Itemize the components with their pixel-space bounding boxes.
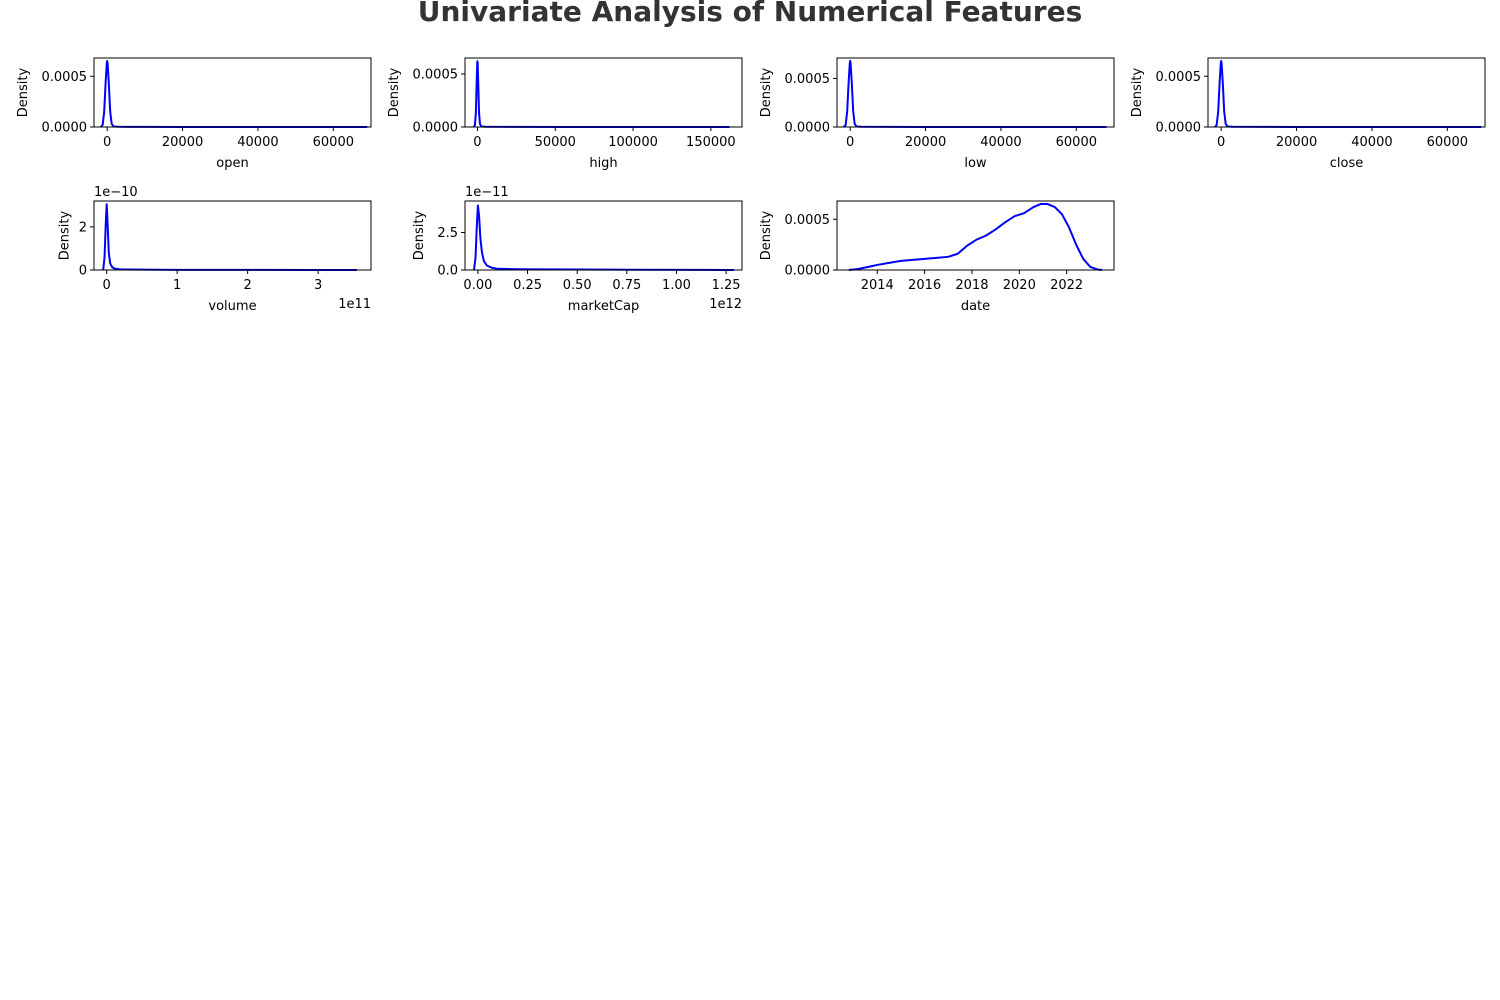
x-offset-label: 1e12 xyxy=(709,297,742,312)
axes-frame xyxy=(93,57,372,128)
x-tick-label: 0.50 xyxy=(563,278,592,293)
y-axis-label: Density xyxy=(387,67,402,117)
y-offset-label: 1e−10 xyxy=(94,185,138,200)
x-tick-label: 20000 xyxy=(1276,135,1317,150)
x-tick-label: 1 xyxy=(173,278,181,293)
y-tick-label: 0.0000 xyxy=(1156,121,1202,136)
axes-frame xyxy=(464,57,743,128)
axes-frame xyxy=(1207,57,1486,128)
axes-frame xyxy=(836,200,1115,271)
y-tick-label: 0.0 xyxy=(437,264,458,279)
y-tick-label: 2 xyxy=(79,220,87,235)
x-offset-label: 1e11 xyxy=(338,297,371,312)
y-tick-label: 0.0005 xyxy=(42,70,88,85)
x-tick-label: 0.00 xyxy=(463,278,492,293)
x-tick-label: 0 xyxy=(1217,135,1225,150)
x-axis-label: date xyxy=(961,299,990,314)
x-tick-label: 2022 xyxy=(1050,278,1083,293)
x-tick-label: 2020 xyxy=(1003,278,1036,293)
x-tick-label: 20000 xyxy=(162,135,203,150)
subplot-volume: 0 1 2 3 0 2 volume Density 1e−10 1e11 xyxy=(58,185,372,314)
x-tick-label: 60000 xyxy=(1056,135,1097,150)
y-axis-label: Density xyxy=(58,210,73,260)
x-tick-label: 100000 xyxy=(608,135,658,150)
x-tick-label: 1.25 xyxy=(712,278,741,293)
x-tick-label: 0 xyxy=(846,135,854,150)
x-tick-label: 60000 xyxy=(313,135,354,150)
subplot-grid: 0 20000 40000 600000.00000.0005openDensity0… xyxy=(16,57,1486,314)
axes-frame xyxy=(93,200,372,271)
x-tick-label: 2 xyxy=(244,278,252,293)
x-tick-label: 2014 xyxy=(861,278,894,293)
y-tick-label: 0.0005 xyxy=(413,67,459,82)
axes-frame xyxy=(464,200,743,271)
x-tick-label: 0 xyxy=(103,135,111,150)
subplot-high: 0 50000 100000 150000 0.0000 0.0005 high Densit… xyxy=(387,57,743,171)
x-axis-label: high xyxy=(589,156,617,171)
x-tick-label: 60000 xyxy=(1427,135,1468,150)
y-tick-label: 0.0000 xyxy=(785,264,831,279)
y-tick-label: 0.0000 xyxy=(785,121,831,136)
y-axis-label: Density xyxy=(1130,67,1145,117)
y-axis-label: Density xyxy=(16,67,31,117)
x-tick-label: 2018 xyxy=(955,278,988,293)
figure-title: Univariate Analysis of Numerical Feature… xyxy=(418,0,1082,28)
x-tick-label: 3 xyxy=(314,278,322,293)
y-tick-label: 2.5 xyxy=(437,226,458,241)
x-tick-label: 1.00 xyxy=(662,278,691,293)
y-offset-label: 1e−11 xyxy=(465,185,509,200)
axes-frame xyxy=(836,57,1115,128)
subplot-low: 0 20000 40000 60000 0.0000 0.0005 low Density xyxy=(759,57,1115,171)
y-tick-label: 0.0005 xyxy=(785,213,831,228)
x-axis-label: volume xyxy=(208,299,256,314)
y-tick-label: 0 xyxy=(79,264,87,279)
x-tick-label: 40000 xyxy=(1351,135,1392,150)
x-tick-label: 0.25 xyxy=(513,278,542,293)
subplot-open: 0 20000 40000 60000 0.0000 0.0005 open Density xyxy=(16,57,372,171)
x-tick-label: 0.75 xyxy=(612,278,641,293)
x-tick-label: 40000 xyxy=(980,135,1021,150)
x-axis-label: close xyxy=(1330,156,1363,171)
subplot-date: 2014 2016 2018 2020 2022 0.0000 0.0005 date Dens… xyxy=(759,200,1115,314)
x-tick-label: 50000 xyxy=(535,135,576,150)
y-tick-label: 0.0000 xyxy=(413,121,459,136)
x-tick-label: 2016 xyxy=(908,278,941,293)
x-tick-label: 0 xyxy=(473,135,481,150)
x-tick-label: 150000 xyxy=(686,135,736,150)
x-axis-label: low xyxy=(964,156,987,171)
subplot-marketCap: 0.00 0.25 0.50 0.75 1.00 1.25 0.0 2.5 marketCap D… xyxy=(412,185,743,314)
y-tick-label: 0.0000 xyxy=(42,121,88,136)
x-tick-label: 0 xyxy=(103,278,111,293)
density-curve-date xyxy=(848,203,1103,271)
y-axis-label: Density xyxy=(412,210,427,260)
subplot-close: 0 20000 40000 60000 0.0000 0.0005 close Density xyxy=(1130,57,1486,171)
x-axis-label: marketCap xyxy=(568,299,639,314)
y-axis-label: Density xyxy=(759,67,774,117)
y-tick-label: 0.0005 xyxy=(1156,70,1202,85)
x-tick-label: 40000 xyxy=(237,135,278,150)
y-tick-label: 0.0005 xyxy=(785,72,831,87)
y-axis-label: Density xyxy=(759,210,774,260)
x-axis-label: open xyxy=(216,156,248,171)
x-tick-label: 20000 xyxy=(905,135,946,150)
